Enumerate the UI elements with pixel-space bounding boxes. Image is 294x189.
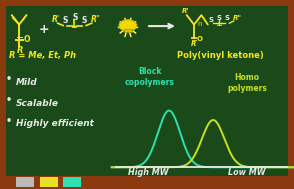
Text: n: n: [198, 21, 202, 26]
Text: •: •: [6, 116, 12, 126]
Text: High MW: High MW: [128, 168, 169, 177]
Text: S: S: [209, 17, 214, 23]
Text: •: •: [6, 95, 12, 105]
Text: R": R": [233, 15, 242, 21]
Text: +: +: [38, 23, 49, 36]
Text: Block
copolymers: Block copolymers: [125, 67, 175, 87]
Text: R': R': [182, 8, 190, 14]
Text: R': R': [51, 15, 60, 24]
Text: R": R": [91, 15, 101, 24]
Text: O: O: [24, 35, 30, 44]
Text: R: R: [191, 41, 196, 47]
Text: Scalable: Scalable: [16, 98, 59, 108]
Text: Highly efficient: Highly efficient: [16, 119, 94, 128]
Text: O: O: [197, 36, 203, 42]
Bar: [16, 177, 34, 187]
Text: Mild: Mild: [16, 78, 38, 87]
Text: Poly(vinyl ketone): Poly(vinyl ketone): [177, 51, 264, 60]
Text: S: S: [216, 15, 221, 21]
Circle shape: [119, 20, 137, 31]
Text: S: S: [225, 15, 230, 21]
Bar: [40, 177, 58, 187]
Text: Low MW: Low MW: [228, 168, 266, 177]
Text: Homo
polymers: Homo polymers: [227, 73, 267, 93]
Text: S: S: [82, 16, 87, 25]
Text: •: •: [6, 74, 12, 84]
Text: S: S: [73, 13, 78, 22]
Text: S: S: [63, 16, 68, 25]
Bar: [63, 177, 81, 187]
Bar: [124, 29, 132, 32]
Text: R = Me, Et, Ph: R = Me, Et, Ph: [9, 51, 76, 60]
Text: R: R: [17, 46, 23, 55]
